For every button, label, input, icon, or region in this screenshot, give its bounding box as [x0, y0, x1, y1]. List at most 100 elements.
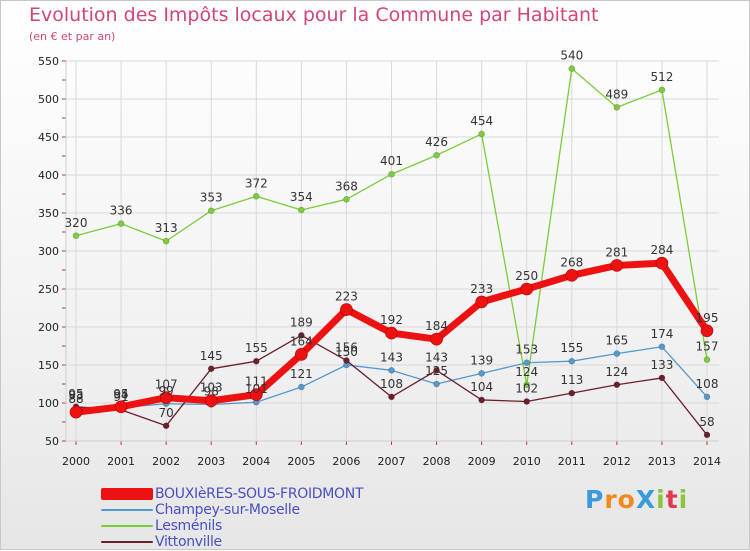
x-tick-label: 2002 — [152, 455, 180, 468]
data-label-bouxieres: 184 — [425, 319, 448, 333]
data-point-vittonville — [207, 365, 215, 373]
data-label-bouxieres: 192 — [380, 313, 403, 327]
data-point-bouxieres — [385, 326, 398, 340]
data-label-bouxieres: 195 — [696, 311, 719, 325]
data-label-champey: 174 — [650, 327, 673, 341]
data-label-bouxieres: 164 — [290, 334, 313, 348]
data-point-vittonville — [388, 393, 395, 401]
logo-letter: P — [585, 485, 605, 514]
data-label-vittonville: 102 — [515, 381, 538, 395]
data-point-bouxieres — [204, 394, 218, 408]
data-point-bouxieres — [565, 269, 579, 282]
data-label-vittonville: 58 — [699, 415, 714, 429]
data-point-bouxieres — [430, 332, 443, 346]
data-label-lesmenils: 336 — [110, 204, 133, 218]
data-label-vittonville: 156 — [335, 340, 358, 354]
data-point-lesmenils — [613, 104, 621, 111]
x-tick-label: 2000 — [62, 455, 90, 468]
data-point-vittonville — [298, 332, 305, 339]
data-label-champey: 101 — [245, 382, 268, 396]
data-point-lesmenils — [298, 206, 305, 214]
data-point-vittonville — [433, 367, 440, 374]
data-label-lesmenils: 426 — [425, 135, 448, 149]
y-tick-label: 550 — [38, 55, 59, 68]
data-label-bouxieres: 107 — [155, 378, 178, 392]
logo-letter: r — [604, 485, 618, 514]
y-tick-label: 50 — [45, 435, 59, 448]
y-tick-label: 500 — [38, 93, 59, 106]
data-label-champey: 108 — [696, 377, 719, 391]
legend-swatch-bouxieres — [101, 488, 153, 500]
chart-subtitle: (en € et par an) — [29, 30, 116, 43]
data-label-bouxieres: 88 — [68, 392, 83, 406]
data-label-bouxieres: 284 — [650, 243, 673, 257]
legend-swatch-vittonville — [101, 541, 153, 543]
data-point-lesmenils — [72, 232, 80, 240]
data-label-champey: 94 — [113, 388, 128, 402]
data-point-bouxieres — [655, 256, 669, 270]
data-label-vittonville: 189 — [290, 315, 313, 329]
x-tick-label: 2006 — [332, 455, 360, 468]
x-tick-label: 2001 — [107, 455, 135, 468]
data-label-champey: 143 — [380, 350, 403, 364]
x-tick-label: 2008 — [423, 455, 451, 468]
data-point-champey — [658, 343, 666, 351]
data-label-lesmenils: 368 — [335, 179, 358, 193]
data-point-bouxieres — [340, 303, 353, 316]
data-label-champey: 125 — [425, 364, 448, 378]
data-label-lesmenils: 540 — [560, 49, 583, 63]
data-point-lesmenils — [703, 356, 711, 363]
data-point-bouxieres — [700, 324, 714, 338]
chart-title: Evolution des Impôts locaux pour la Comm… — [29, 4, 599, 26]
data-label-vittonville: 143 — [425, 350, 448, 364]
data-label-lesmenils: 320 — [65, 216, 88, 230]
y-tick-label: 350 — [38, 207, 59, 220]
legend-swatch-lesmenils — [101, 525, 153, 527]
logo-letter: i — [656, 485, 666, 514]
x-tick-label: 2014 — [693, 455, 721, 468]
data-point-lesmenils — [388, 170, 395, 178]
logo-letter: X — [635, 485, 657, 514]
logo-letter: o — [617, 485, 636, 514]
data-point-vittonville — [343, 357, 350, 364]
data-label-bouxieres: 103 — [200, 381, 223, 395]
data-point-lesmenils — [117, 220, 125, 227]
legend-label-bouxieres: BOUXIèRES-SOUS-FROIDMONT — [155, 486, 364, 502]
x-tick-label: 2004 — [242, 455, 270, 468]
data-label-champey: 98 — [204, 385, 219, 399]
data-label-vittonville: 124 — [605, 365, 628, 379]
y-tick-label: 200 — [38, 321, 59, 334]
data-point-champey — [388, 367, 395, 374]
x-tick-label: 2003 — [197, 455, 225, 468]
data-label-champey: 139 — [470, 353, 493, 367]
legend-label-vittonville: Vittonville — [155, 534, 222, 550]
data-label-bouxieres: 95 — [113, 387, 128, 401]
data-point-vittonville — [568, 389, 576, 397]
data-label-champey: 121 — [290, 367, 313, 381]
data-label-vittonville: 95 — [68, 387, 83, 401]
data-label-lesmenils: 489 — [605, 87, 628, 101]
legend-label-lesmenils: Lesménils — [155, 518, 222, 534]
y-tick-label: 400 — [38, 169, 59, 182]
data-label-champey: 153 — [515, 343, 538, 357]
data-point-vittonville — [703, 431, 711, 439]
data-label-champey: 93 — [68, 388, 83, 402]
data-label-vittonville: 145 — [200, 349, 223, 363]
data-label-bouxieres: 223 — [335, 290, 358, 304]
data-label-vittonville: 108 — [380, 377, 403, 391]
data-label-bouxieres: 281 — [605, 245, 628, 259]
data-point-bouxieres — [249, 388, 263, 401]
legend-label-champey: Champey-sur-Moselle — [155, 502, 300, 518]
y-tick-label: 250 — [38, 283, 59, 296]
data-label-lesmenils: 353 — [200, 191, 223, 205]
data-point-vittonville — [478, 396, 485, 404]
data-label-vittonville: 113 — [560, 373, 583, 387]
y-tick-label: 150 — [38, 359, 59, 372]
data-label-lesmenils: 124 — [515, 365, 538, 379]
x-tick-label: 2009 — [468, 455, 496, 468]
data-label-lesmenils: 512 — [650, 70, 673, 84]
data-point-champey — [568, 357, 576, 365]
data-label-champey: 155 — [560, 341, 583, 355]
x-tick-label: 2013 — [648, 455, 676, 468]
